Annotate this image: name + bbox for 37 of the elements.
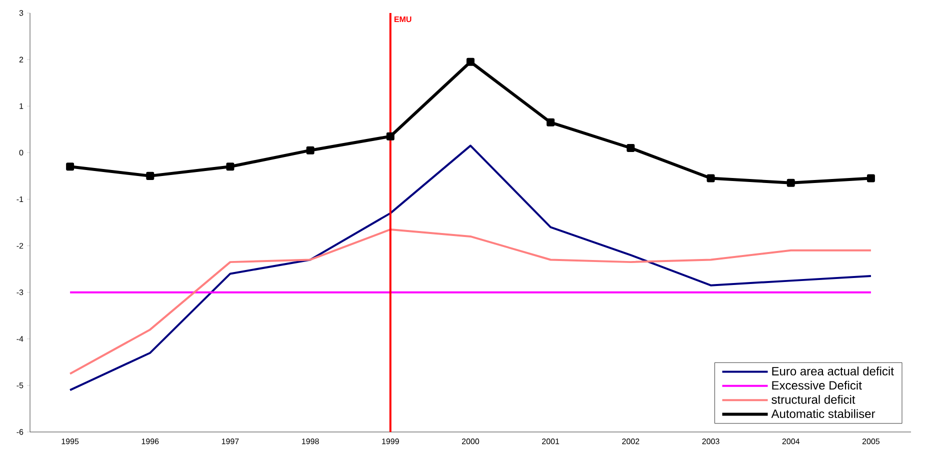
point bbox=[706, 174, 715, 182]
point bbox=[146, 172, 154, 180]
x-tick-label: 2000 bbox=[462, 438, 480, 444]
x-tick-label: 2005 bbox=[862, 438, 880, 444]
x-tick-label: 1996 bbox=[142, 438, 159, 444]
legend-label: Automatic stabiliser bbox=[771, 409, 876, 418]
point bbox=[306, 146, 314, 154]
y-tick-label: -4 bbox=[16, 336, 24, 342]
y-tick-label: 3 bbox=[19, 10, 24, 16]
point bbox=[546, 118, 555, 126]
y-tick-label: -1 bbox=[16, 196, 24, 202]
point bbox=[866, 174, 875, 182]
point bbox=[626, 144, 635, 152]
x-tick-label: 1999 bbox=[382, 438, 399, 444]
point bbox=[466, 58, 475, 66]
x-tick-label: 2001 bbox=[542, 438, 560, 444]
x-tick-label: 1995 bbox=[62, 438, 79, 444]
ref-line-label: EMU bbox=[394, 16, 412, 22]
x-tick-label: 2004 bbox=[782, 438, 800, 444]
point bbox=[226, 162, 234, 171]
point bbox=[386, 132, 394, 140]
y-tick-label: -2 bbox=[16, 242, 24, 249]
y-tick-label: 1 bbox=[20, 103, 24, 109]
legend-label: structural deficit bbox=[772, 395, 856, 404]
x-tick-label: 1997 bbox=[222, 438, 239, 444]
y-tick-label: -5 bbox=[16, 382, 24, 388]
y-tick-label: 0 bbox=[19, 150, 24, 156]
legend-label: Excessive Deficit bbox=[772, 380, 862, 390]
point bbox=[786, 178, 795, 187]
x-tick-label: 2003 bbox=[702, 438, 720, 444]
y-tick-label: -6 bbox=[16, 429, 24, 435]
legend-label: Euro area actual deficit bbox=[772, 366, 894, 376]
point bbox=[66, 162, 74, 171]
y-tick-label: 2 bbox=[19, 56, 24, 62]
y-tick-label: -3 bbox=[16, 289, 24, 296]
x-tick-label: 1998 bbox=[302, 438, 319, 444]
x-tick-label: 2002 bbox=[622, 438, 640, 444]
